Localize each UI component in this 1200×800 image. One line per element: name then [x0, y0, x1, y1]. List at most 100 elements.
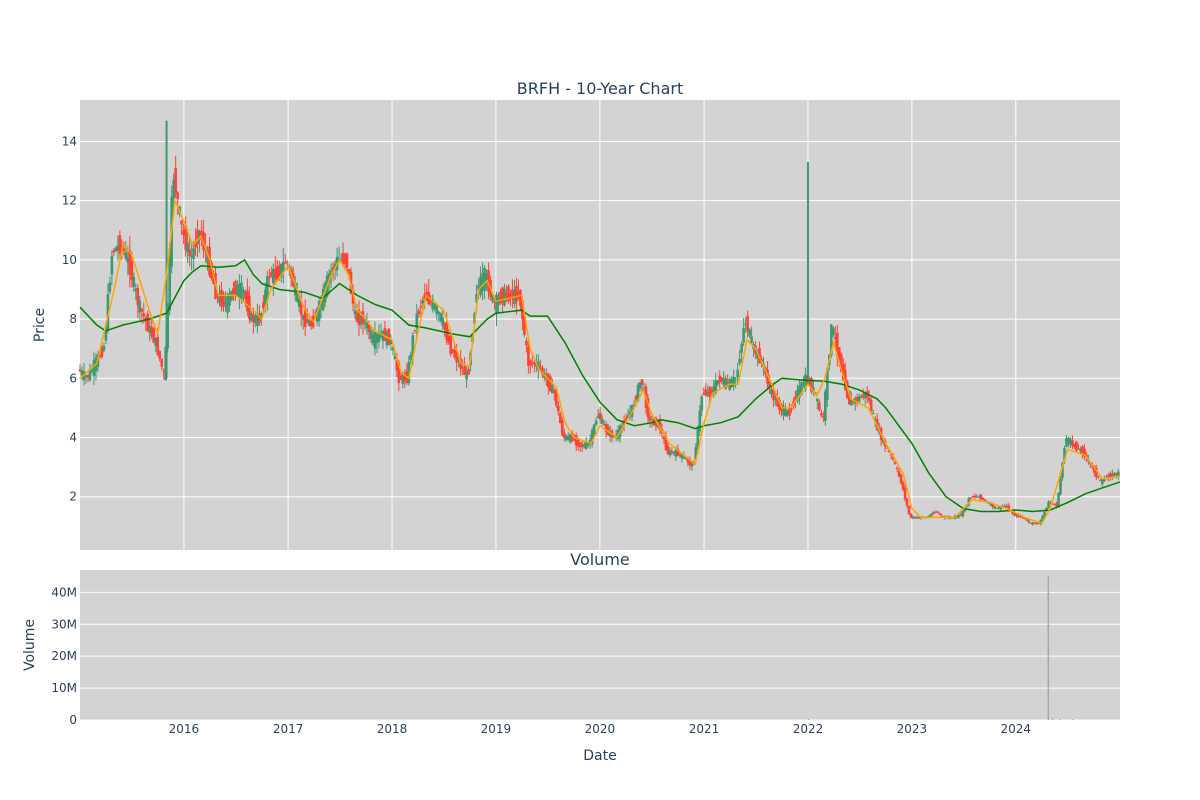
x-axis-label: Date	[583, 748, 616, 764]
volume-y-tick-label: 10M	[51, 681, 77, 695]
candle-up	[698, 410, 702, 432]
candle-down	[493, 301, 496, 303]
candle-down	[210, 262, 213, 279]
candle-up	[798, 385, 801, 398]
candle-up	[333, 263, 337, 269]
candle-up	[714, 380, 718, 393]
candle-up	[84, 376, 88, 378]
x-tick-labels: 2016 2017 2018 2019 2020 2021 2022 2023 2024	[169, 722, 1031, 736]
candle-up	[433, 303, 437, 310]
candle-up	[849, 398, 853, 406]
candle-down	[395, 359, 399, 371]
price-y-tick-label: 8	[69, 312, 77, 326]
candle-down	[487, 270, 490, 293]
candle-up	[190, 256, 193, 258]
candle-down	[834, 336, 837, 339]
candle-up	[154, 337, 158, 347]
candle-up	[307, 320, 311, 326]
candle-down	[1075, 441, 1078, 451]
candle-up	[933, 512, 937, 514]
volume-bar	[1072, 719, 1074, 720]
candle-down	[112, 250, 116, 253]
candle-up	[736, 369, 739, 378]
candle-up	[495, 294, 498, 315]
candle-up	[628, 411, 632, 416]
candle-down	[778, 400, 781, 410]
candle-up	[435, 306, 439, 315]
candle-down	[100, 346, 104, 358]
candle-down	[931, 512, 935, 515]
candle-up	[102, 345, 106, 351]
volume-y-tick-label: 0	[69, 713, 77, 727]
candle-down	[556, 405, 560, 412]
candle-up	[636, 384, 640, 402]
candle-up	[672, 451, 676, 454]
candle-down	[299, 301, 303, 316]
candle-up	[1065, 438, 1068, 447]
candle-up	[1067, 437, 1070, 443]
candle-up	[1111, 473, 1114, 479]
candle-up	[690, 463, 694, 467]
x-tick-label: 2022	[793, 722, 824, 736]
candle-up	[353, 310, 357, 315]
candle-down	[937, 512, 941, 514]
volume-grid	[80, 591, 1120, 721]
candle-up	[586, 442, 590, 446]
candle-up	[491, 293, 494, 302]
candle-down	[180, 220, 183, 225]
candle-up	[588, 439, 592, 444]
candle-down	[268, 276, 271, 279]
candle-up	[224, 302, 227, 305]
candle-down	[361, 311, 365, 325]
candle-down	[1007, 505, 1010, 511]
candle-down	[897, 470, 901, 477]
candle-up	[830, 324, 833, 356]
candle-down	[545, 376, 548, 380]
candle-up	[236, 285, 239, 296]
candle-down	[529, 360, 532, 366]
candle-up	[198, 231, 201, 237]
candle-down	[909, 513, 913, 518]
candle-down	[351, 290, 355, 304]
candle-up	[871, 412, 875, 415]
candle-down	[634, 396, 638, 400]
candle-up	[1043, 511, 1046, 517]
candle-down	[234, 281, 237, 296]
candle-up	[321, 288, 325, 311]
candle-up	[250, 313, 253, 321]
x-tick-label: 2024	[1001, 722, 1032, 736]
candle-down	[1097, 476, 1100, 478]
candle-down	[688, 459, 692, 466]
candle-down	[847, 390, 851, 405]
candle-down	[901, 482, 905, 490]
candle-up	[1031, 522, 1034, 525]
price-y-tick-labels: 2 4 6 8 10 12 14	[62, 134, 77, 503]
price-chart-title: BRFH - 10-Year Chart	[517, 79, 683, 98]
volume-y-tick-label: 40M	[51, 585, 77, 599]
candle-up	[684, 458, 688, 460]
candle-down	[423, 293, 427, 300]
candle-up	[786, 410, 789, 416]
candle-up	[126, 257, 130, 263]
candle-up	[88, 369, 92, 381]
candle-down	[686, 457, 690, 463]
candle-down	[413, 329, 417, 331]
candle-down	[746, 315, 749, 332]
candle-down	[527, 346, 530, 366]
candle-up	[477, 285, 480, 291]
candle-down	[1113, 473, 1116, 476]
candle-up	[987, 502, 991, 504]
candle-down	[720, 377, 724, 382]
candle-up	[254, 316, 257, 324]
candle-up	[240, 282, 243, 301]
price-grid	[80, 100, 1120, 550]
candle-down	[810, 378, 813, 392]
candle-down	[562, 432, 566, 438]
candle-down	[1023, 518, 1026, 520]
candle-down	[895, 468, 899, 470]
candle-down	[367, 324, 371, 333]
candle-down	[525, 340, 528, 346]
candle-up	[642, 388, 646, 390]
candle-up	[680, 454, 684, 459]
candle-up	[816, 398, 819, 402]
